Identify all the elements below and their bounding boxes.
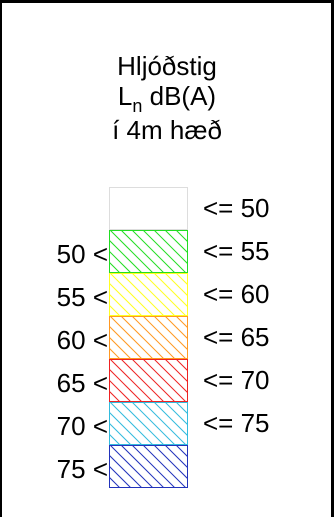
legend-swatch-0 xyxy=(109,187,188,230)
legend-lower-bound-label: 50 < xyxy=(56,239,108,269)
legend-upper-bound-label: <= 75 xyxy=(203,408,270,438)
legend-upper-bound-label: <= 50 xyxy=(203,193,270,223)
legend-upper-bound-label: <= 65 xyxy=(203,322,270,352)
legend-lower-bound-label: 70 < xyxy=(56,411,108,441)
legend-title-line1: Hljóðstig xyxy=(117,51,217,81)
legend-title-line2: Ln dB(A) xyxy=(0,82,334,120)
legend-upper-bound-label: <= 60 xyxy=(203,279,270,309)
title-unit: dB(A) xyxy=(142,81,217,111)
legend-swatch-5 xyxy=(109,402,188,445)
legend-swatch-hatch-2 xyxy=(109,273,188,316)
legend-title-line3: í 4m hæð xyxy=(112,115,222,145)
legend-upper-bound-label: <= 70 xyxy=(203,365,270,395)
legend-lower-bound-label: 65 < xyxy=(56,368,108,398)
title-subscript: n xyxy=(132,96,143,116)
legend-swatch-hatch-3 xyxy=(109,316,188,359)
legend-swatch-2 xyxy=(109,273,188,316)
title-symbol: L xyxy=(117,81,133,111)
legend-swatch-6 xyxy=(109,445,188,488)
legend-swatch-hatch-6 xyxy=(109,445,188,488)
frame-right-border xyxy=(331,0,334,517)
legend-swatch-hatch-5 xyxy=(109,402,188,445)
legend-lower-bound-label: 60 < xyxy=(56,325,108,355)
frame-top-border xyxy=(0,0,334,3)
legend-swatch-4 xyxy=(109,359,188,402)
legend-upper-bound-label: <= 55 xyxy=(203,236,270,266)
frame-left-border xyxy=(0,0,2,517)
legend-swatch-1 xyxy=(109,230,188,273)
legend-lower-bound-label: 75 < xyxy=(56,454,108,484)
legend-lower-bound-label: 55 < xyxy=(56,282,108,312)
legend-swatch-hatch-4 xyxy=(109,359,188,402)
legend-swatch-3 xyxy=(109,316,188,359)
